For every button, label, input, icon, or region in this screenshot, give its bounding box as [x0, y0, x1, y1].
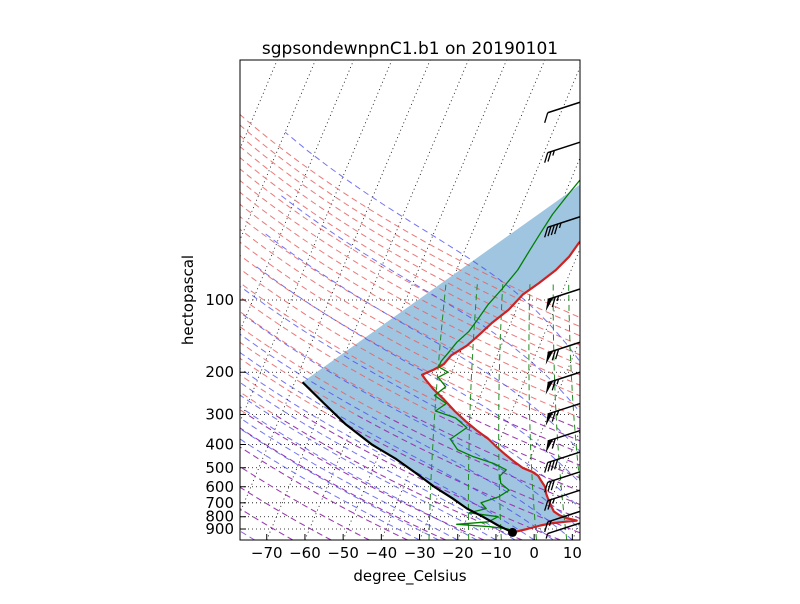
mixing-ratio-line [609, 281, 641, 540]
x-tick-label: −10 [480, 544, 512, 562]
dry-adiabat [0, 50, 331, 540]
wind-barb [546, 289, 580, 312]
x-tick-label: 0 [529, 544, 539, 562]
isotherm-gridline [0, 49, 53, 540]
x-tick-label: −60 [289, 544, 321, 562]
dry-adiabat [0, 50, 408, 540]
wind-barb [545, 142, 580, 163]
x-tick-label: −30 [404, 544, 436, 562]
purple-adiabat [682, 415, 800, 540]
purple-adiabat [574, 415, 800, 540]
purple-adiabat [547, 415, 800, 540]
x-tick-label: −40 [366, 544, 398, 562]
wind-barb [546, 404, 580, 427]
y-tick-label: 900 [205, 520, 234, 538]
purple-adiabat [655, 415, 800, 540]
wind-barb [545, 452, 580, 473]
isotherm-gridline [649, 49, 800, 540]
isotherm-gridline [229, 49, 435, 540]
y-tick-label: 200 [205, 363, 234, 381]
y-tick-label: 500 [205, 459, 234, 477]
isotherm-gridline [687, 49, 800, 540]
y-axis-label: hectopascal [179, 255, 197, 345]
isotherm-gridline [0, 49, 167, 540]
dry-adiabat [25, 50, 751, 540]
surface-parcel-marker [508, 528, 517, 537]
x-tick-label: −70 [251, 544, 283, 562]
isotherm-gridline [496, 49, 702, 540]
mixing-ratio-line [590, 281, 615, 540]
isotherm-gridline [572, 49, 778, 540]
x-tick-label: 10 [563, 544, 582, 562]
isotherm-gridline [0, 49, 129, 540]
isotherm-gridline [0, 49, 91, 540]
y-tick-label: 400 [205, 435, 234, 453]
dry-adiabat [0, 50, 637, 540]
y-tick-label: 100 [205, 291, 234, 309]
purple-adiabat [628, 415, 800, 540]
x-tick-label: −20 [442, 544, 474, 562]
wind-barb [546, 372, 580, 395]
isotherm-gridline [0, 49, 15, 540]
wind-barb [545, 102, 580, 123]
purple-adiabat [113, 415, 293, 540]
x-axis-label: degree_Celsius [353, 567, 466, 586]
dry-adiabat [0, 50, 293, 540]
x-tick-label: −50 [327, 544, 359, 562]
y-tick-label: 300 [205, 406, 234, 424]
wind-barb [546, 342, 580, 365]
dry-adiabat [5, 50, 675, 540]
purple-adiabat [601, 415, 800, 540]
isotherm-gridline [611, 49, 800, 540]
wind-barb [545, 472, 580, 493]
isotherm-gridline [0, 49, 205, 540]
chart-title: sgpsondewnpnC1.b1 on 20190101 [262, 39, 558, 59]
